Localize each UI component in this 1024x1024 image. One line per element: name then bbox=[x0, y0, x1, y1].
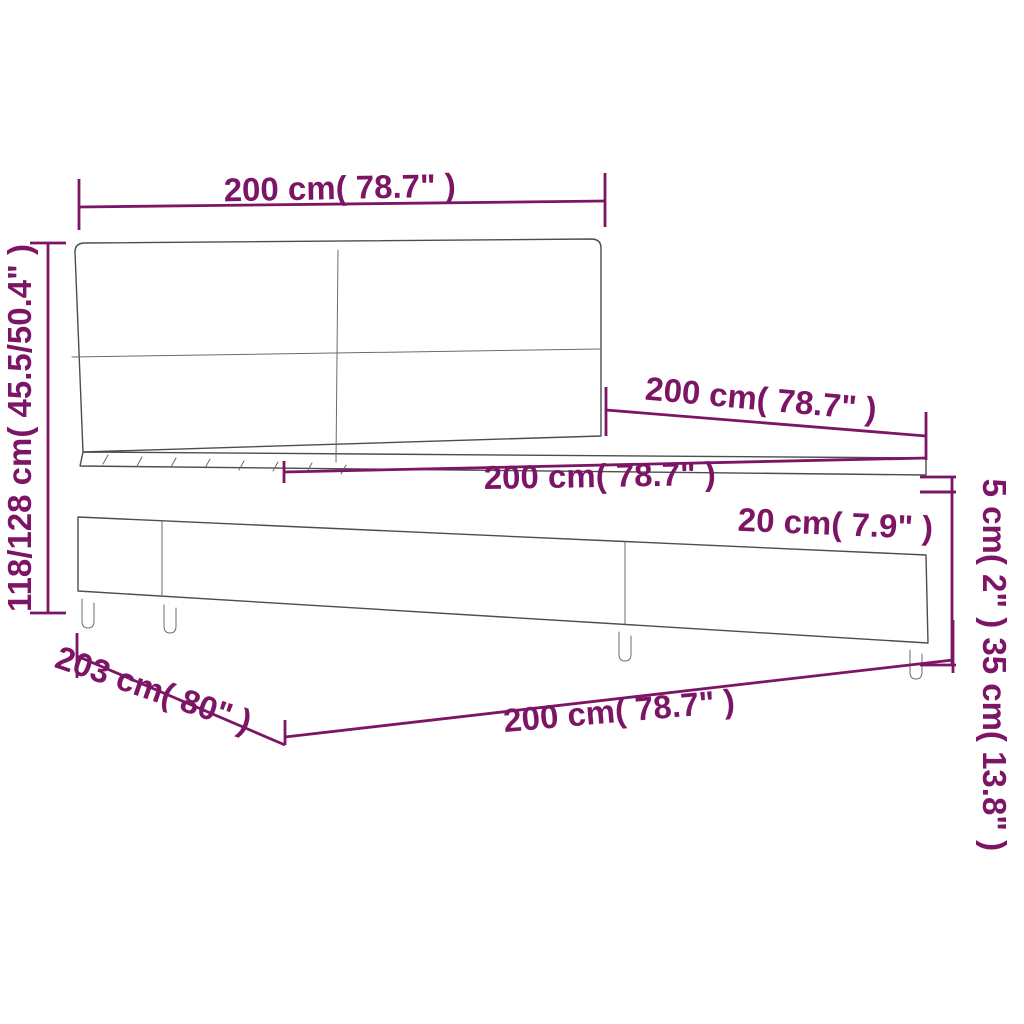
svg-text:20 cm( 7.9" ): 20 cm( 7.9" ) bbox=[737, 501, 934, 546]
svg-text:5: 5 bbox=[976, 479, 1013, 497]
svg-text:203 cm( 80" ): 203 cm( 80" ) bbox=[51, 638, 256, 740]
svg-text:118/128 cm( 45.5/50.4" ): 118/128 cm( 45.5/50.4" ) bbox=[1, 244, 38, 612]
svg-text:200 cm( 78.7" ): 200 cm( 78.7" ) bbox=[644, 370, 879, 428]
svg-text:200 cm( 78.7" ): 200 cm( 78.7" ) bbox=[483, 455, 716, 496]
svg-text:200 cm( 78.7" ): 200 cm( 78.7" ) bbox=[223, 167, 456, 209]
svg-text:cm( 2" ) 35 cm( 13.8" ): cm( 2" ) 35 cm( 13.8" ) bbox=[976, 497, 1013, 851]
svg-text:200 cm( 78.7" ): 200 cm( 78.7" ) bbox=[502, 682, 736, 739]
